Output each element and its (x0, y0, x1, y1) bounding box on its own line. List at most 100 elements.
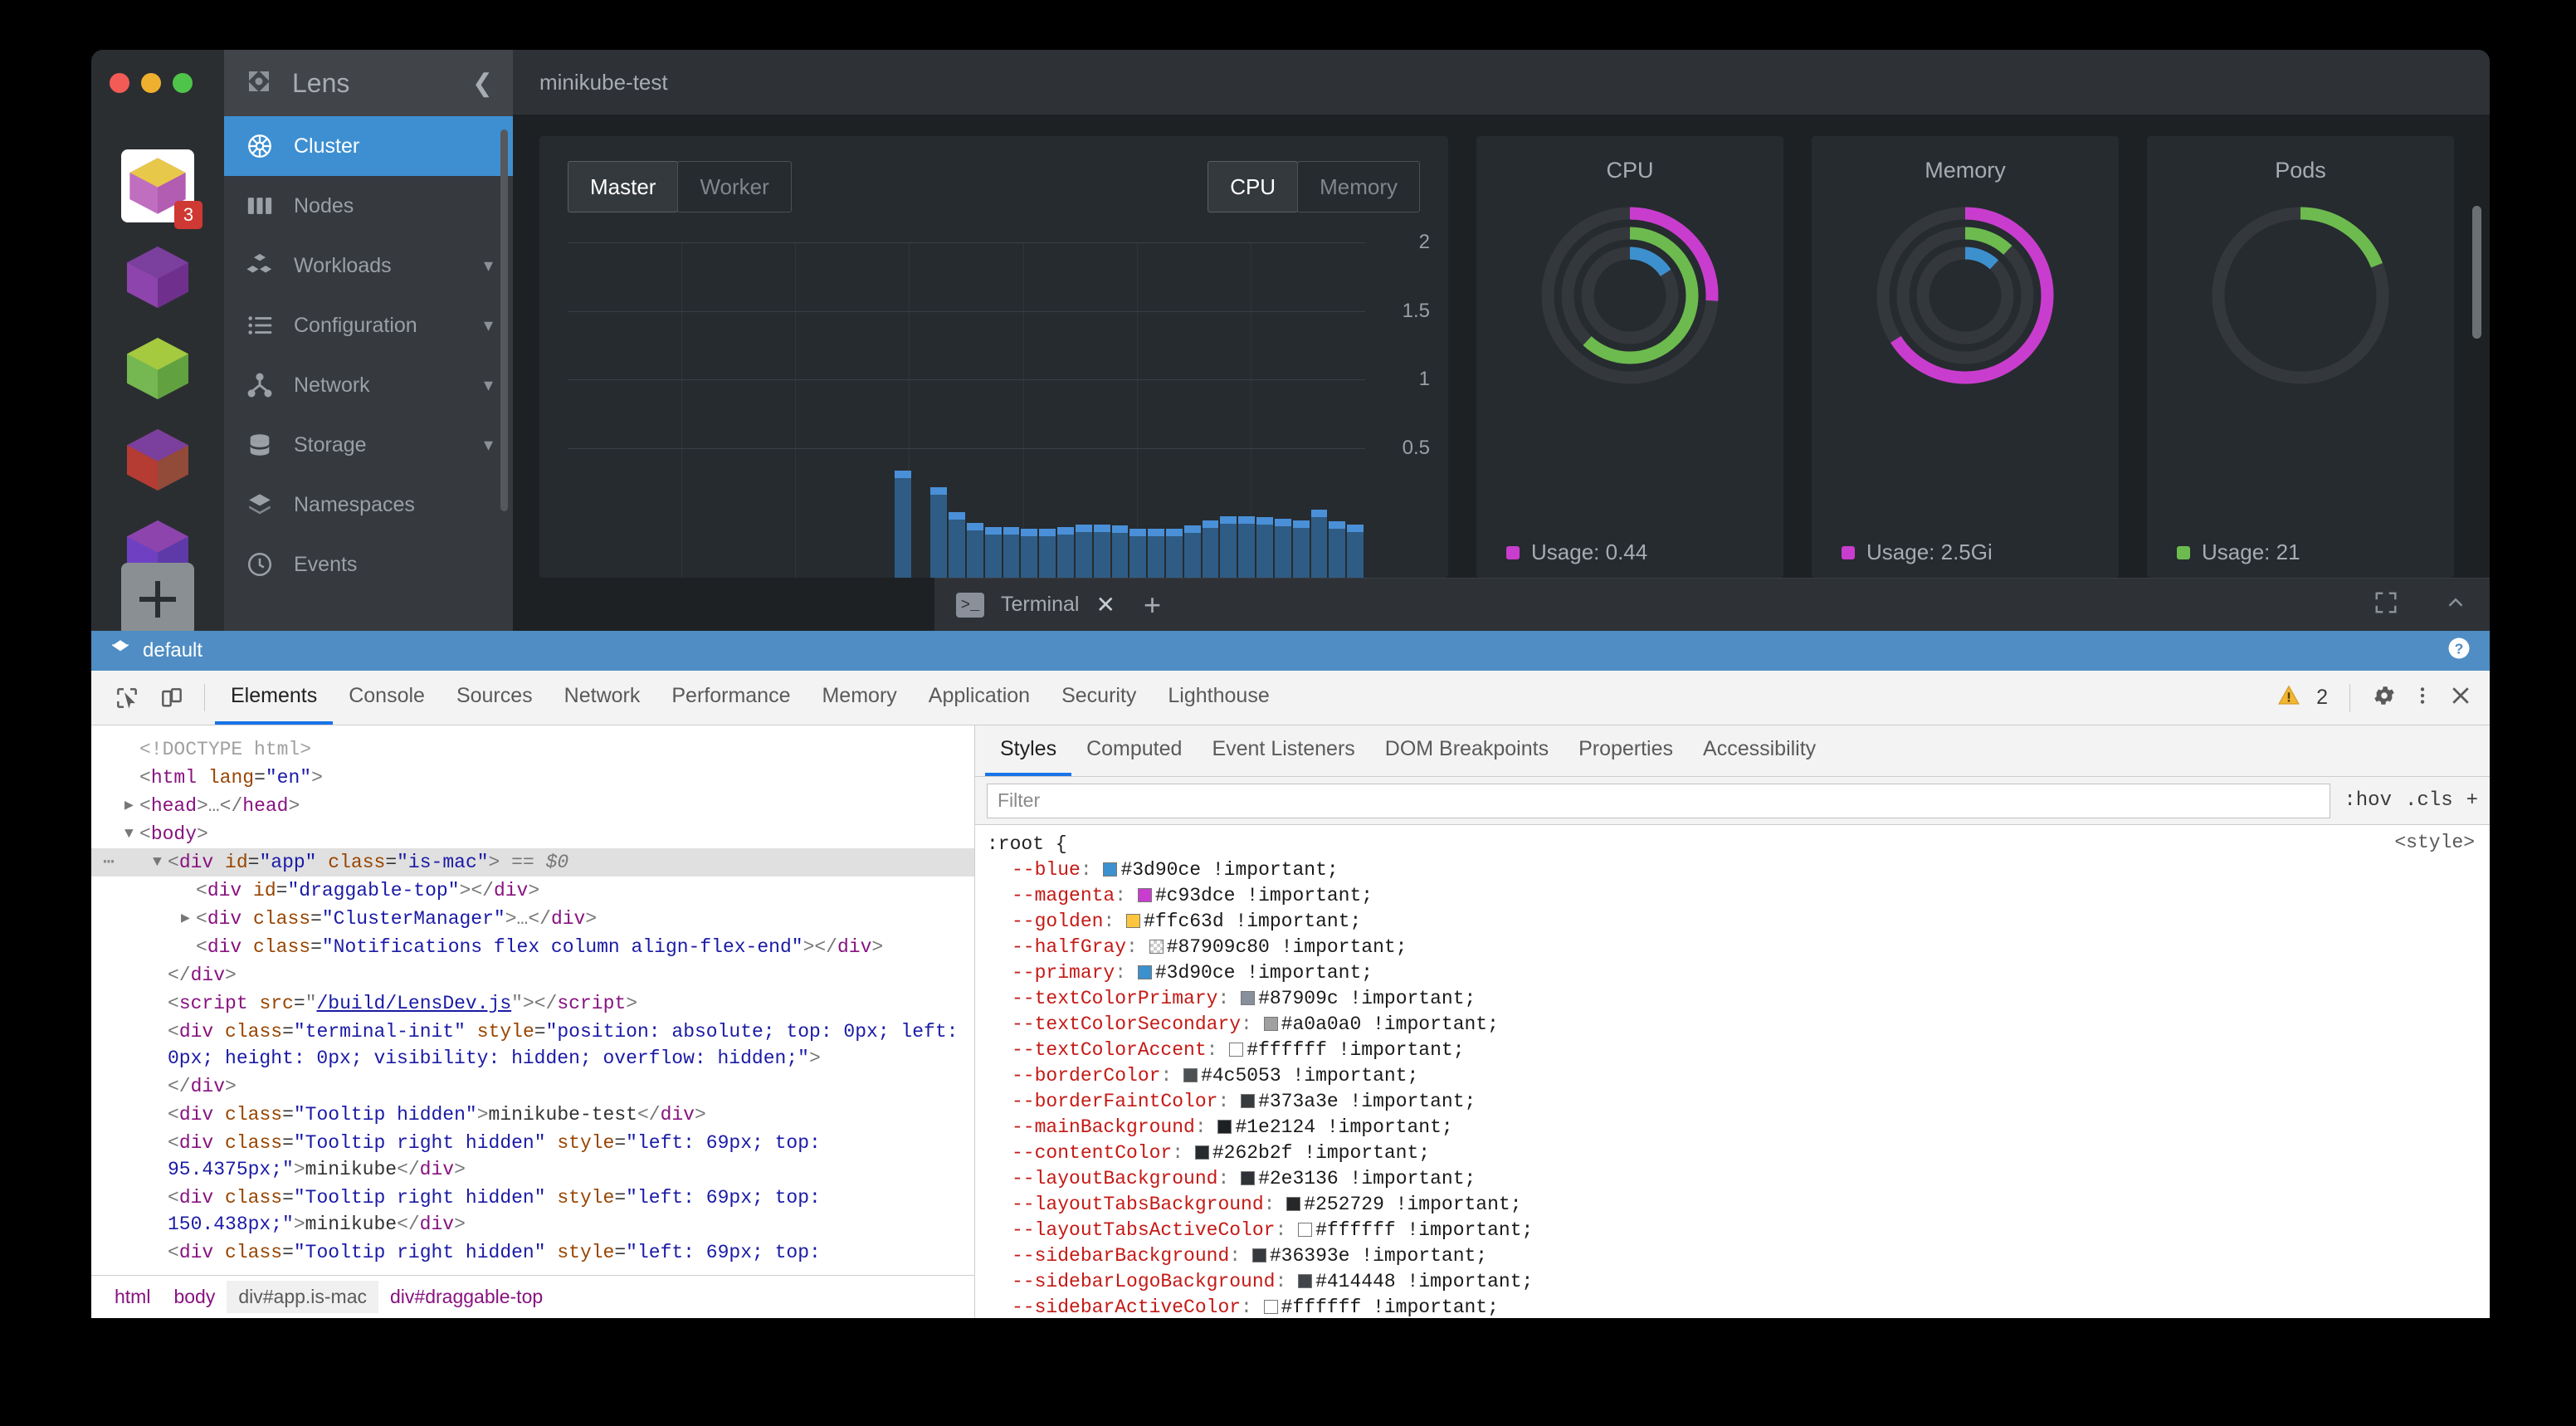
css-declaration[interactable]: --sidebarBackground: #36393e !important; (1012, 1245, 1488, 1267)
dom-node-line[interactable]: ▶ <div class="ClusterManager">…</div> (91, 905, 974, 933)
css-property-name[interactable]: --textColorSecondary (1012, 1013, 1242, 1035)
metric-memory-button[interactable]: Memory (1297, 161, 1420, 212)
dom-node-line[interactable]: <!DOCTYPE html> (139, 739, 312, 760)
css-declaration[interactable]: --contentColor: #262b2f !important; (1012, 1142, 1431, 1164)
css-declaration[interactable]: --sidebarActiveColor: #ffffff !important… (1012, 1297, 1499, 1318)
dom-tree[interactable]: <!DOCTYPE html> <html lang="en"> ▶ <head>…<… (91, 725, 974, 1267)
breadcrumb-item[interactable]: body (173, 1286, 216, 1307)
close-icon[interactable] (2448, 683, 2473, 712)
metric-cpu-button[interactable]: CPU (1208, 161, 1299, 212)
color-swatch[interactable] (1126, 914, 1141, 928)
warning-triangle-icon[interactable] (2276, 683, 2301, 712)
window-zoom-button[interactable] (173, 73, 193, 93)
css-declaration[interactable]: --mainBackground: #1e2124 !important; (1012, 1116, 1453, 1138)
css-declaration[interactable]: --layoutTabsActiveColor: #ffffff !import… (1012, 1219, 1534, 1241)
css-declaration[interactable]: --layoutTabsBackground: #252729 !importa… (1012, 1194, 1522, 1215)
expand-arrow-icon[interactable]: ▼ (153, 854, 162, 871)
css-declaration[interactable]: --primary: #3d90ce !important; (1012, 962, 1373, 984)
dom-node-line[interactable]: <div class="Tooltip right hidden" style=… (168, 1132, 821, 1180)
css-declaration[interactable]: --textColorPrimary: #87909c !important; (1012, 988, 1476, 1009)
css-property-value[interactable]: #4c5053 !important; (1201, 1065, 1419, 1087)
tab-dom-breakpoints[interactable]: DOM Breakpoints (1384, 737, 1549, 760)
sidebar-item-namespaces[interactable]: Namespaces (224, 475, 513, 535)
css-property-value[interactable]: #2e3136 !important; (1258, 1168, 1476, 1189)
color-swatch[interactable] (1251, 1248, 1266, 1262)
dom-node-line[interactable]: </div> (168, 965, 237, 986)
dom-node-line[interactable]: <div class="Notifications flex column al… (196, 936, 884, 958)
css-property-name[interactable]: --layoutTabsBackground (1012, 1194, 1264, 1215)
css-property-value[interactable]: #ffffff !important; (1315, 1219, 1534, 1241)
css-property-value[interactable]: #87909c !important; (1258, 988, 1476, 1009)
css-property-name[interactable]: --mainBackground (1012, 1116, 1195, 1138)
tab-network[interactable]: Network (564, 684, 641, 707)
css-property-value[interactable]: #87909c80 !important; (1166, 936, 1408, 958)
css-property-name[interactable]: --contentColor (1012, 1142, 1173, 1164)
expand-arrow-icon[interactable]: ▶ (124, 798, 134, 814)
css-property-value[interactable]: #373a3e !important; (1258, 1091, 1476, 1112)
breadcrumb-item[interactable]: html (115, 1286, 151, 1307)
css-declaration[interactable]: --textColorAccent: #ffffff !important; (1012, 1039, 1465, 1061)
color-swatch[interactable] (1149, 940, 1164, 954)
hov-button[interactable]: :hov (2344, 789, 2392, 812)
sidebar-item-storage[interactable]: Storage ▾ (224, 415, 513, 475)
css-declaration[interactable]: --borderColor: #4c5053 !important; (1012, 1065, 1419, 1087)
css-property-name[interactable]: --layoutTabsActiveColor (1012, 1219, 1276, 1241)
sidebar-item-cluster[interactable]: Cluster (224, 116, 513, 176)
css-property-name[interactable]: --magenta (1012, 885, 1115, 906)
node-menu-icon[interactable]: ⋯ (103, 852, 115, 873)
color-swatch[interactable] (1217, 1120, 1232, 1134)
css-property-name[interactable]: --blue (1012, 859, 1081, 881)
close-icon[interactable]: ✕ (1095, 592, 1115, 618)
css-property-name[interactable]: --golden (1012, 911, 1104, 932)
tab-application[interactable]: Application (928, 684, 1031, 707)
dom-node-line[interactable]: </div> (168, 1076, 237, 1097)
color-swatch[interactable] (1241, 1171, 1256, 1185)
dom-node-line[interactable]: <div class="Tooltip right hidden" style=… (168, 1187, 821, 1235)
css-property-name[interactable]: --borderColor (1012, 1065, 1161, 1087)
color-swatch[interactable] (1298, 1274, 1313, 1288)
css-property-value[interactable]: #ffffff !important; (1281, 1297, 1499, 1318)
dom-node-line[interactable]: <html lang="en"> (139, 767, 323, 789)
cluster-rail-item-1[interactable] (121, 241, 194, 314)
css-property-value[interactable]: #ffc63d !important; (1144, 911, 1362, 932)
color-swatch[interactable] (1263, 1300, 1278, 1314)
css-property-name[interactable]: --sidebarActiveColor (1012, 1297, 1242, 1318)
css-property-name[interactable]: --sidebarLogoBackground (1012, 1271, 1276, 1292)
color-swatch[interactable] (1137, 965, 1152, 979)
css-property-name[interactable]: --halfGray (1012, 936, 1127, 958)
dom-node-line[interactable]: <div class="Tooltip right hidden" style=… (168, 1242, 821, 1263)
color-swatch[interactable] (1241, 991, 1256, 1005)
dom-node-line[interactable]: <div id="draggable-top"></div> (196, 880, 540, 901)
css-property-value[interactable]: #3d90ce !important; (1154, 962, 1373, 984)
new-style-rule-button[interactable]: + (2466, 789, 2478, 812)
terminal-tab-label[interactable]: Terminal (1001, 593, 1080, 616)
css-property-value[interactable]: #36393e !important; (1269, 1245, 1488, 1267)
css-declaration[interactable]: --halfGray: #87909c80 !important; (1012, 936, 1408, 958)
css-property-value[interactable]: #414448 !important; (1315, 1271, 1534, 1292)
dom-node-line[interactable]: ▶ <head>…</head> (91, 792, 974, 820)
sidebar-item-network[interactable]: Network ▾ (224, 355, 513, 415)
chevron-down-icon[interactable]: ▾ (483, 315, 493, 335)
expand-arrow-icon[interactable]: ▼ (124, 826, 134, 842)
color-swatch[interactable] (1241, 1094, 1256, 1108)
tab-sources[interactable]: Sources (456, 684, 533, 707)
dom-node-line[interactable]: <div class="Tooltip hidden">minikube-tes… (168, 1104, 706, 1126)
color-swatch[interactable] (1137, 888, 1152, 902)
css-declaration[interactable]: --magenta: #c93dce !important; (1012, 885, 1373, 906)
plus-icon[interactable]: + (1143, 587, 1161, 622)
chevron-down-icon[interactable]: ▾ (483, 255, 493, 276)
chevron-up-icon[interactable] (2443, 590, 2468, 619)
css-property-value[interactable]: #c93dce !important; (1154, 885, 1373, 906)
tab-event-listeners[interactable]: Event Listeners (1212, 737, 1355, 760)
cluster-rail-item-2[interactable] (121, 332, 194, 405)
css-property-name[interactable]: --primary (1012, 962, 1115, 984)
cluster-rail-item-3[interactable] (121, 423, 194, 496)
css-property-name[interactable]: --layoutBackground (1012, 1168, 1218, 1189)
sidebar-item-workloads[interactable]: Workloads ▾ (224, 236, 513, 295)
css-declaration[interactable]: --golden: #ffc63d !important; (1012, 911, 1362, 932)
chevron-down-icon[interactable]: ▾ (483, 374, 493, 395)
color-swatch[interactable] (1183, 1068, 1198, 1082)
tab-memory[interactable]: Memory (822, 684, 897, 707)
sidebar-item-events[interactable]: Events (224, 535, 513, 594)
color-swatch[interactable] (1194, 1145, 1209, 1160)
